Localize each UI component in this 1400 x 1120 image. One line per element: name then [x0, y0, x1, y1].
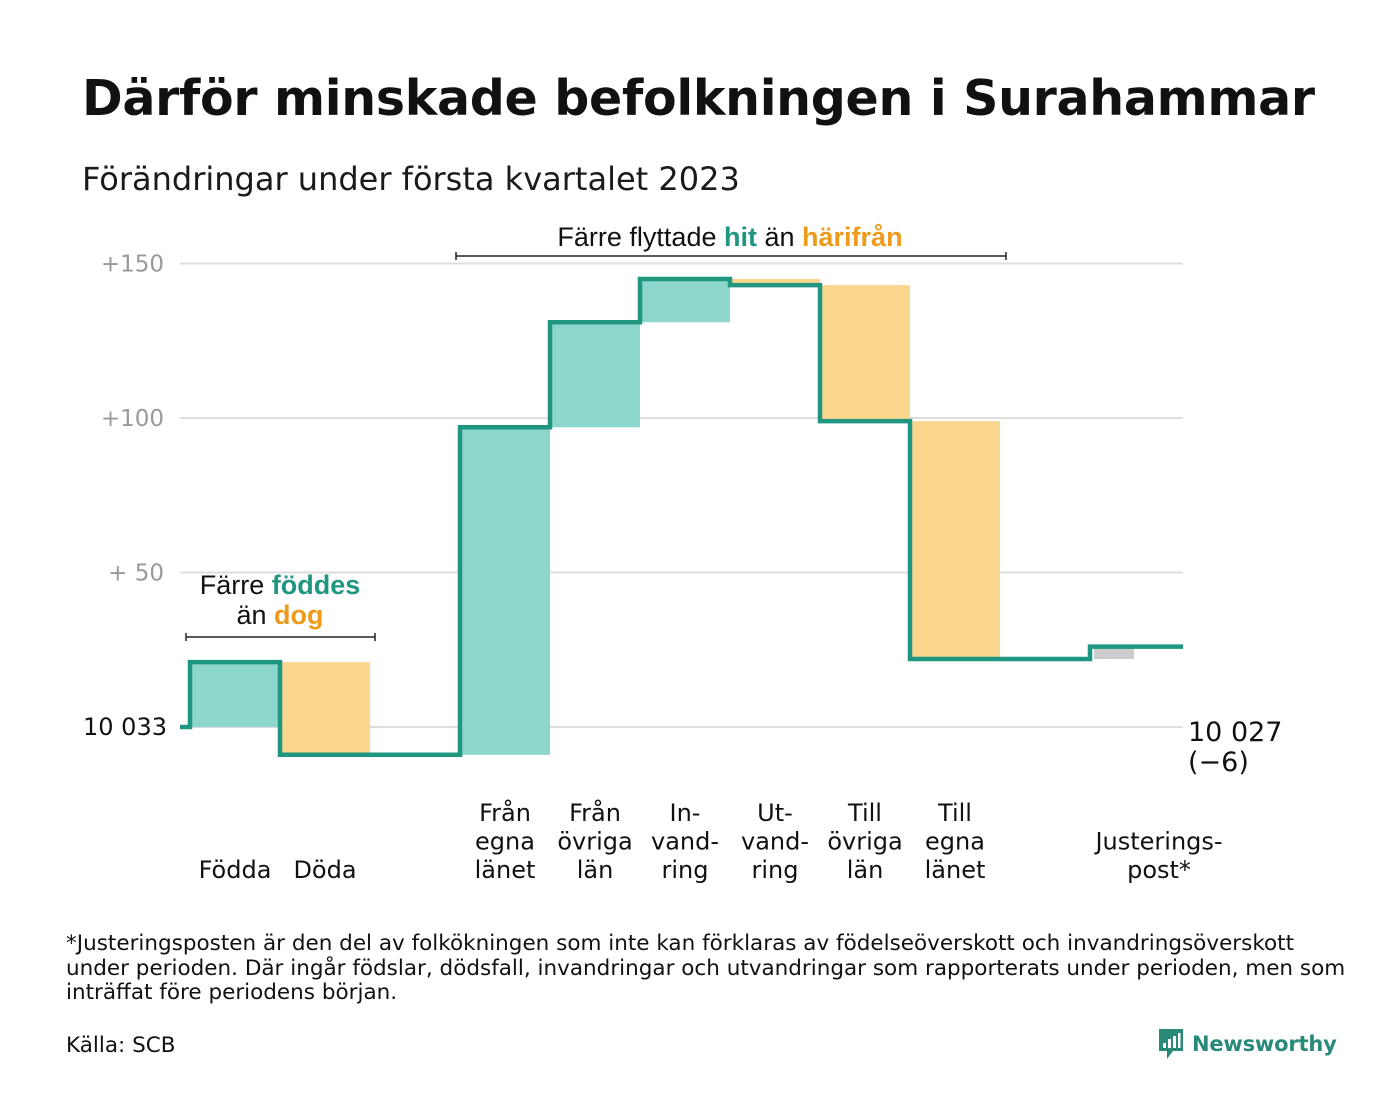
- category-label: länet: [925, 856, 986, 884]
- category-labels: Födda DödaFrånegnalänetFrånövrigalänIn-va…: [199, 798, 1223, 884]
- category-label: Justerings-: [1093, 828, 1222, 856]
- source-credit: Källa: SCB: [66, 1033, 176, 1058]
- y-tick-label: + 50: [108, 561, 164, 587]
- category-label: övriga: [557, 828, 632, 856]
- bar-decrease: [730, 278, 820, 286]
- bar-increase: [550, 322, 640, 428]
- category-label: ring: [752, 856, 799, 884]
- bar-increase: [190, 662, 280, 727]
- category-label: egna: [475, 828, 535, 856]
- y-tick-label: +150: [101, 252, 164, 278]
- annotation-births-highlight: föddes: [272, 570, 361, 600]
- total-step-line: [180, 276, 1183, 758]
- bar-decrease: [280, 662, 370, 755]
- annotation-moves-text: Färre flyttade hit än härifrån: [557, 222, 902, 252]
- annotation-moves-middle: än: [757, 222, 802, 252]
- bar-decrease: [910, 421, 1000, 660]
- end-change-label: (−6): [1188, 747, 1249, 778]
- y-axis-ticks: +150 +100 + 50 10 033: [83, 252, 167, 742]
- category-label: länet: [475, 856, 536, 884]
- category-label: vand-: [651, 828, 719, 856]
- category-label: Döda: [293, 856, 356, 884]
- annotation-moves-highlight-out: härifrån: [802, 222, 903, 252]
- baseline-value-label: 10 033: [83, 713, 167, 741]
- bars: [190, 278, 1134, 755]
- category-label: övriga: [827, 828, 902, 856]
- brand-logo: Newsworthy: [1158, 1027, 1337, 1061]
- chart-title: Därför minskade befolkningen i Surahamma…: [82, 70, 1315, 127]
- category-label: län: [847, 856, 884, 884]
- category-label: In-: [670, 799, 701, 827]
- category-label: Födda: [199, 856, 272, 884]
- category-label: post*: [1127, 856, 1191, 884]
- annotation-moves-highlight-in: hit: [724, 222, 757, 252]
- newsworthy-logo-icon: [1159, 1029, 1183, 1059]
- category-label: egna: [925, 828, 985, 856]
- annotation-deaths-highlight: dog: [274, 600, 323, 630]
- category-label: Från: [479, 798, 531, 827]
- annotation-births-line1: Färre föddes: [200, 570, 361, 600]
- bar-increase: [640, 278, 730, 323]
- bar-adjustment: [1094, 646, 1134, 660]
- annotation-births-line2: än dog: [236, 600, 323, 630]
- annotation-moves-bracket: [455, 252, 1007, 260]
- brand-name: Newsworthy: [1192, 1032, 1337, 1056]
- annotation-deaths-prefix: än: [236, 600, 274, 630]
- chart-subtitle: Förändringar under första kvartalet 2023: [82, 160, 740, 198]
- category-label: län: [577, 856, 614, 884]
- category-label: Till: [847, 799, 882, 827]
- category-label: ring: [662, 856, 709, 884]
- y-tick-label: +100: [101, 406, 164, 432]
- annotation-moves-prefix: Färre flyttade: [557, 222, 724, 252]
- bar-increase: [460, 427, 550, 755]
- annotation-births-prefix: Färre: [200, 570, 272, 600]
- running-total-line: [180, 276, 1183, 758]
- end-value-label: 10 027: [1188, 717, 1282, 748]
- category-label: Ut-: [757, 799, 793, 827]
- annotation-births: Färre föddes än dog: [185, 570, 376, 641]
- category-label: Från: [569, 798, 621, 827]
- annotation-births-bracket: [185, 633, 376, 641]
- category-label: vand-: [741, 828, 809, 856]
- annotation-moves: Färre flyttade hit än härifrån: [455, 222, 1007, 260]
- footnote: *Justeringsposten är den del av folkökni…: [66, 931, 1346, 1005]
- bar-decrease: [820, 285, 910, 422]
- category-label: Till: [937, 799, 972, 827]
